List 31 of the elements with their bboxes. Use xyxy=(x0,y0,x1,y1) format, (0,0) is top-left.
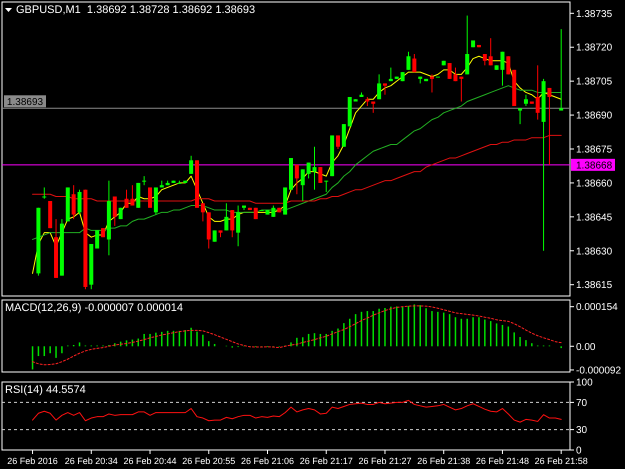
x-tick-label: 26 Feb 2016 xyxy=(7,456,58,466)
y-tick-label: 1.38735 xyxy=(576,8,613,20)
y-tick-label: 0.000154 xyxy=(576,302,618,314)
y-tick-label: 1.38720 xyxy=(576,42,613,54)
ref-line-label: 1.38668 xyxy=(576,160,613,172)
y-tick-label: 1.38660 xyxy=(576,178,613,190)
x-tick-label: 26 Feb 20:44 xyxy=(123,456,177,466)
ref-line-label: 1.38693 xyxy=(6,96,44,108)
x-tick-label: 26 Feb 21:38 xyxy=(417,456,470,466)
y-tick-label: -0.000092 xyxy=(576,365,622,376)
x-tick-label: 26 Feb 21:48 xyxy=(476,456,529,466)
y-tick-label: 0.00 xyxy=(576,342,596,353)
x-tick-label: 26 Feb 20:34 xyxy=(64,456,118,466)
y-tick-label: 0 xyxy=(576,446,582,456)
chart-title: GBPUSD,M1 1.38692 1.38728 1.38692 1.38693 xyxy=(16,4,256,16)
y-tick-label: 30 xyxy=(576,425,588,436)
chart-title: RSI(14) 44.5574 xyxy=(5,384,86,396)
y-tick-label: 1.38690 xyxy=(576,110,613,122)
y-tick-label: 1.38630 xyxy=(576,246,613,258)
y-tick-label: 1.38675 xyxy=(576,144,613,156)
x-tick-label: 26 Feb 21:58 xyxy=(534,456,588,466)
x-tick-label: 26 Feb 21:27 xyxy=(358,456,412,466)
y-tick-label: 70 xyxy=(576,398,588,409)
x-tick-label: 26 Feb 21:17 xyxy=(300,456,353,466)
x-tick-label: 26 Feb 21:06 xyxy=(240,456,294,466)
y-tick-label: 1.38645 xyxy=(576,212,613,224)
y-tick-label: 1.38615 xyxy=(576,280,613,292)
chart-title: MACD(12,26,9) -0.000007 0.000014 xyxy=(5,302,183,314)
y-tick-label: 1.38705 xyxy=(576,76,613,88)
y-tick-label: 100 xyxy=(576,378,594,388)
x-tick-label: 26 Feb 20:55 xyxy=(182,456,236,466)
